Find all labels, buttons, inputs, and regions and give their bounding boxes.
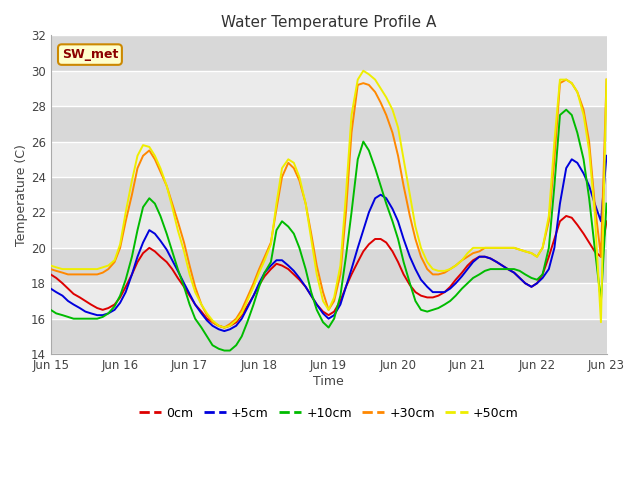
Y-axis label: Temperature (C): Temperature (C)	[15, 144, 28, 246]
Bar	[51, 213, 607, 248]
X-axis label: Time: Time	[313, 375, 344, 388]
Bar	[51, 319, 607, 354]
Bar	[51, 71, 607, 106]
Legend: 0cm, +5cm, +10cm, +30cm, +50cm: 0cm, +5cm, +10cm, +30cm, +50cm	[134, 402, 524, 425]
Bar	[51, 248, 607, 283]
Bar	[51, 106, 607, 142]
Bar	[51, 36, 607, 71]
Bar	[51, 142, 607, 177]
Bar	[51, 283, 607, 319]
Title: Water Temperature Profile A: Water Temperature Profile A	[221, 15, 436, 30]
Text: SW_met: SW_met	[61, 48, 118, 61]
Bar	[51, 177, 607, 213]
